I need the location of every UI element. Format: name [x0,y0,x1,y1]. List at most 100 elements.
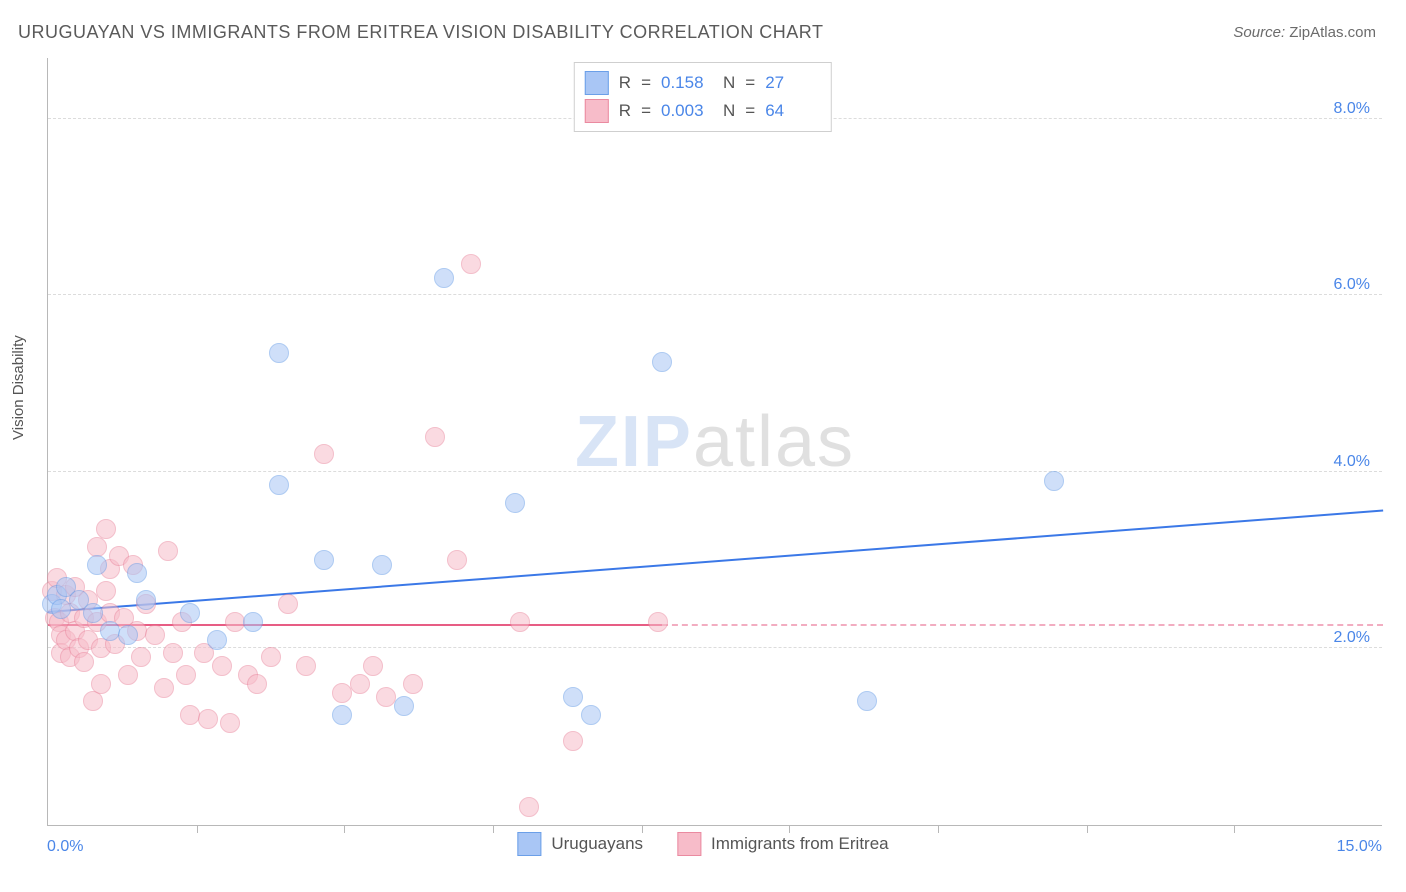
legend-n-value-uruguayans: 27 [765,69,817,97]
scatter-point-uruguayans [83,603,103,623]
scatter-point-eritrea [314,444,334,464]
scatter-point-eritrea [278,594,298,614]
scatter-point-uruguayans [118,625,138,645]
legend-n-value-eritrea: 64 [765,97,817,125]
scatter-point-uruguayans [372,555,392,575]
legend-row-eritrea: R = 0.003 N = 64 [585,97,817,125]
x-axis-min-label: 0.0% [47,838,83,856]
y-tick-label: 2.0% [1334,629,1370,647]
scatter-point-uruguayans [180,603,200,623]
scatter-point-uruguayans [136,590,156,610]
legend-n-label: N [723,69,735,97]
scatter-point-eritrea [176,665,196,685]
legend-label-uruguayans: Uruguayans [551,834,643,854]
legend-swatch-uruguayans [517,832,541,856]
scatter-point-eritrea [403,674,423,694]
scatter-point-eritrea [296,656,316,676]
chart-title: URUGUAYAN VS IMMIGRANTS FROM ERITREA VIS… [18,22,823,43]
scatter-point-uruguayans [394,696,414,716]
scatter-point-uruguayans [332,705,352,725]
series-legend: Uruguayans Immigrants from Eritrea [517,832,888,856]
scatter-point-eritrea [163,643,183,663]
scatter-point-eritrea [261,647,281,667]
legend-r-label: R [619,69,631,97]
legend-r-value-eritrea: 0.003 [661,97,713,125]
scatter-point-eritrea [363,656,383,676]
scatter-point-uruguayans [652,352,672,372]
scatter-point-eritrea [563,731,583,751]
scatter-point-uruguayans [314,550,334,570]
scatter-point-eritrea [247,674,267,694]
gridline [48,471,1382,472]
scatter-point-eritrea [118,665,138,685]
y-tick-label: 4.0% [1334,453,1370,471]
scatter-point-eritrea [350,674,370,694]
x-tick [1087,825,1088,833]
scatter-point-uruguayans [1044,471,1064,491]
y-axis-title: Vision Disability [10,335,27,440]
source-name: ZipAtlas.com [1289,24,1376,41]
scatter-point-uruguayans [505,493,525,513]
scatter-point-uruguayans [100,621,120,641]
scatter-point-uruguayans [563,687,583,707]
y-tick-label: 8.0% [1334,100,1370,118]
scatter-point-eritrea [425,427,445,447]
source-attribution: Source: ZipAtlas.com [1233,24,1376,41]
scatter-point-eritrea [519,797,539,817]
scatter-point-eritrea [447,550,467,570]
x-tick [197,825,198,833]
trend-line-uruguayans [48,510,1383,614]
scatter-point-eritrea [461,254,481,274]
gridline [48,647,1382,648]
scatter-point-eritrea [96,519,116,539]
legend-label-eritrea: Immigrants from Eritrea [711,834,889,854]
source-label: Source: [1233,24,1285,41]
scatter-point-eritrea [158,541,178,561]
scatter-point-eritrea [131,647,151,667]
scatter-point-eritrea [96,581,116,601]
watermark-zip: ZIP [575,402,693,482]
scatter-point-uruguayans [434,268,454,288]
scatter-point-eritrea [510,612,530,632]
correlation-legend-box: R = 0.158 N = 27 R = 0.003 N = 64 [574,62,832,132]
legend-swatch-uruguayans [585,71,609,95]
scatter-point-eritrea [648,612,668,632]
scatter-point-eritrea [212,656,232,676]
equals-sign: = [641,97,651,125]
scatter-point-eritrea [83,691,103,711]
x-axis-max-label: 15.0% [1337,838,1382,856]
x-tick [493,825,494,833]
scatter-point-uruguayans [581,705,601,725]
legend-item-eritrea: Immigrants from Eritrea [677,832,889,856]
scatter-point-eritrea [220,713,240,733]
chart-plot-area: ZIPatlas 2.0% 4.0% 6.0% 8.0% [47,58,1382,826]
legend-r-value-uruguayans: 0.158 [661,69,713,97]
trend-line-eritrea-dashed [662,624,1383,626]
x-tick [344,825,345,833]
scatter-point-eritrea [91,674,111,694]
gridline [48,294,1382,295]
scatter-point-uruguayans [87,555,107,575]
equals-sign: = [745,97,755,125]
equals-sign: = [641,69,651,97]
scatter-point-eritrea [180,705,200,725]
scatter-point-eritrea [198,709,218,729]
legend-swatch-eritrea [677,832,701,856]
legend-item-uruguayans: Uruguayans [517,832,643,856]
watermark-atlas: atlas [693,402,855,482]
scatter-point-eritrea [74,652,94,672]
scatter-point-uruguayans [243,612,263,632]
scatter-point-uruguayans [269,475,289,495]
scatter-point-uruguayans [269,343,289,363]
legend-row-uruguayans: R = 0.158 N = 27 [585,69,817,97]
equals-sign: = [745,69,755,97]
x-tick [938,825,939,833]
x-tick [1234,825,1235,833]
legend-r-label: R [619,97,631,125]
scatter-point-eritrea [145,625,165,645]
scatter-point-uruguayans [127,563,147,583]
scatter-point-uruguayans [207,630,227,650]
scatter-point-uruguayans [857,691,877,711]
y-tick-label: 6.0% [1334,276,1370,294]
legend-n-label: N [723,97,735,125]
